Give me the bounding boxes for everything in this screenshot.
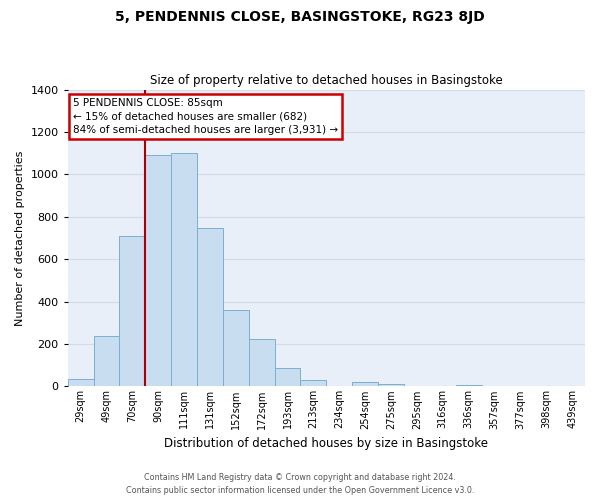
Text: 5, PENDENNIS CLOSE, BASINGSTOKE, RG23 8JD: 5, PENDENNIS CLOSE, BASINGSTOKE, RG23 8J… <box>115 10 485 24</box>
Bar <box>119 236 145 386</box>
Bar <box>197 228 223 386</box>
Bar <box>223 310 249 386</box>
Y-axis label: Number of detached properties: Number of detached properties <box>15 150 25 326</box>
Bar <box>301 380 326 386</box>
X-axis label: Distribution of detached houses by size in Basingstoke: Distribution of detached houses by size … <box>164 437 488 450</box>
Bar <box>68 379 94 386</box>
Bar <box>94 336 119 386</box>
Bar <box>352 382 378 386</box>
Bar <box>275 368 301 386</box>
Bar <box>249 338 275 386</box>
Text: Contains HM Land Registry data © Crown copyright and database right 2024.
Contai: Contains HM Land Registry data © Crown c… <box>126 474 474 495</box>
Title: Size of property relative to detached houses in Basingstoke: Size of property relative to detached ho… <box>150 74 503 87</box>
Bar <box>145 156 171 386</box>
Bar <box>378 384 404 386</box>
Text: 5 PENDENNIS CLOSE: 85sqm
← 15% of detached houses are smaller (682)
84% of semi-: 5 PENDENNIS CLOSE: 85sqm ← 15% of detach… <box>73 98 338 135</box>
Bar <box>171 153 197 386</box>
